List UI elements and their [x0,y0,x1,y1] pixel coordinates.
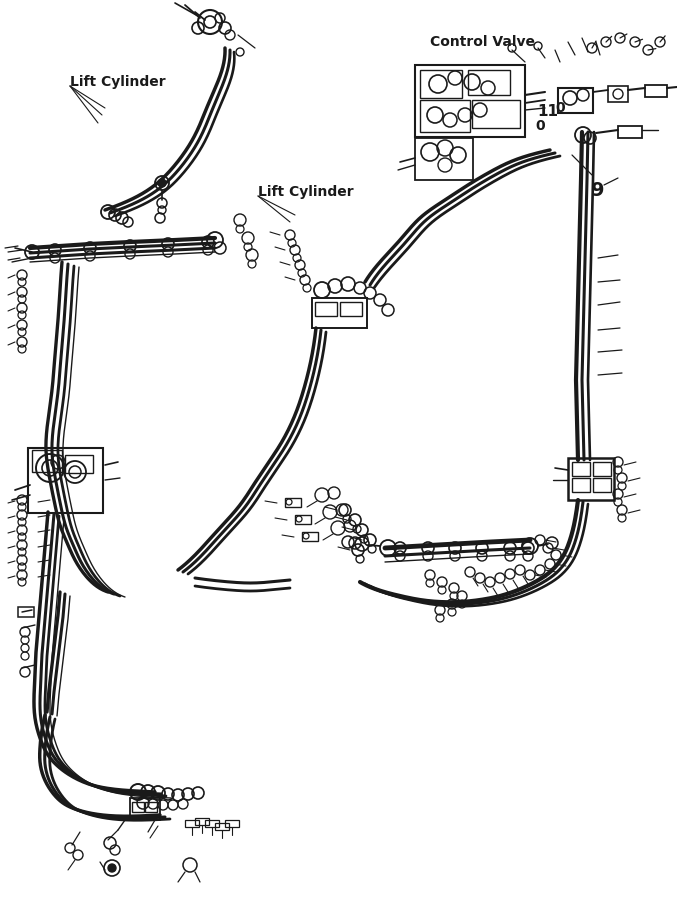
Bar [558,88,593,113]
Bar [285,498,301,507]
Bar [420,70,462,98]
Bar [420,100,470,132]
Bar [315,302,337,316]
Bar [568,458,614,500]
Text: 0: 0 [536,119,545,133]
Bar [608,86,628,102]
Bar [295,515,311,524]
Bar [28,448,103,513]
Text: 9: 9 [591,180,605,199]
Bar [415,65,525,137]
Bar [618,126,642,138]
Bar [215,823,229,830]
Text: 0: 0 [555,101,565,115]
Bar [312,298,367,328]
Circle shape [108,864,116,872]
Bar [145,802,157,812]
Bar [302,532,318,541]
Bar [185,820,199,827]
Bar [593,462,611,476]
Text: 11: 11 [538,104,559,119]
Bar [130,798,160,820]
Text: Lift Cylinder: Lift Cylinder [70,75,166,89]
Bar [195,818,209,825]
Circle shape [158,179,166,187]
Bar [472,100,520,128]
Bar [225,820,239,827]
Bar [468,70,510,95]
Bar [65,455,93,473]
Bar [572,478,590,492]
Bar [572,462,590,476]
Text: Lift Cylinder: Lift Cylinder [258,185,353,199]
Bar [18,607,34,617]
Bar [205,820,219,827]
Bar [415,138,473,180]
Bar [340,302,362,316]
Bar [132,802,144,812]
Bar [593,478,611,492]
Text: Control Valve: Control Valve [430,35,535,49]
Bar [645,85,667,97]
Bar [32,450,62,472]
